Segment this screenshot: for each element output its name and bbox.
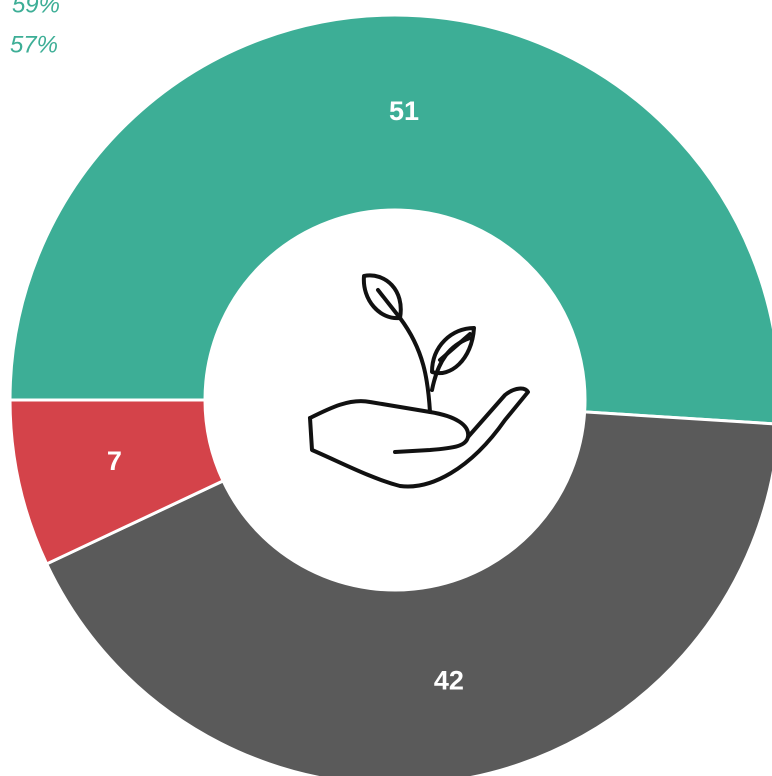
- slice: [8, 13, 772, 426]
- annotation: 57%: [10, 31, 58, 58]
- slice: [8, 398, 226, 566]
- slice: [44, 410, 772, 776]
- plant-icon: [308, 273, 530, 489]
- value-label: 7: [107, 446, 122, 476]
- slices: 51 42 7: [8, 13, 772, 776]
- value-label: 42: [434, 666, 464, 696]
- value-label: 51: [389, 96, 419, 126]
- annotation: 59%: [12, 0, 60, 18]
